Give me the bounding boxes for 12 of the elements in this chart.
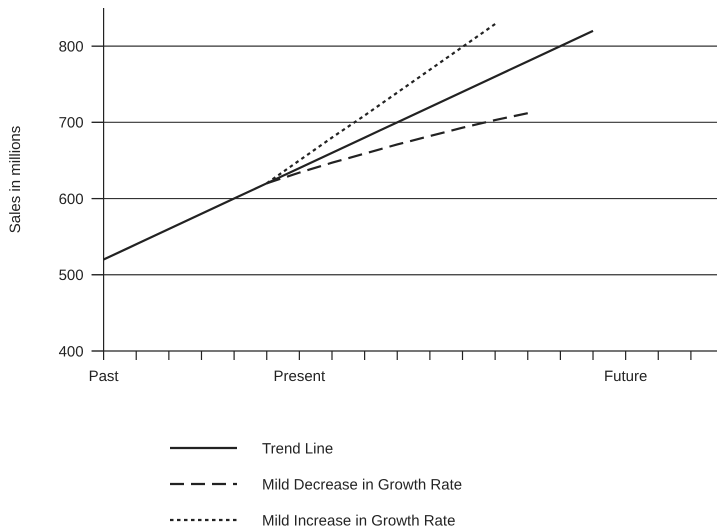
x-tick-label: Past xyxy=(88,368,120,385)
y-tick-label: 400 xyxy=(58,343,84,360)
y-tick-label: 800 xyxy=(58,38,84,56)
y-tick-label: 600 xyxy=(58,190,84,208)
legend-label: Trend Line xyxy=(262,440,334,458)
y-tick-label: 500 xyxy=(58,267,84,284)
x-tick-label: Present xyxy=(274,368,326,385)
y-axis-title: Sales in millions xyxy=(7,126,24,234)
legend-label: Mild Increase in Growth Rate xyxy=(262,512,456,530)
y-tick-label: 700 xyxy=(58,114,84,132)
legend-label: Mild Decrease in Growth Rate xyxy=(262,476,462,494)
x-tick-label: Future xyxy=(604,368,648,385)
